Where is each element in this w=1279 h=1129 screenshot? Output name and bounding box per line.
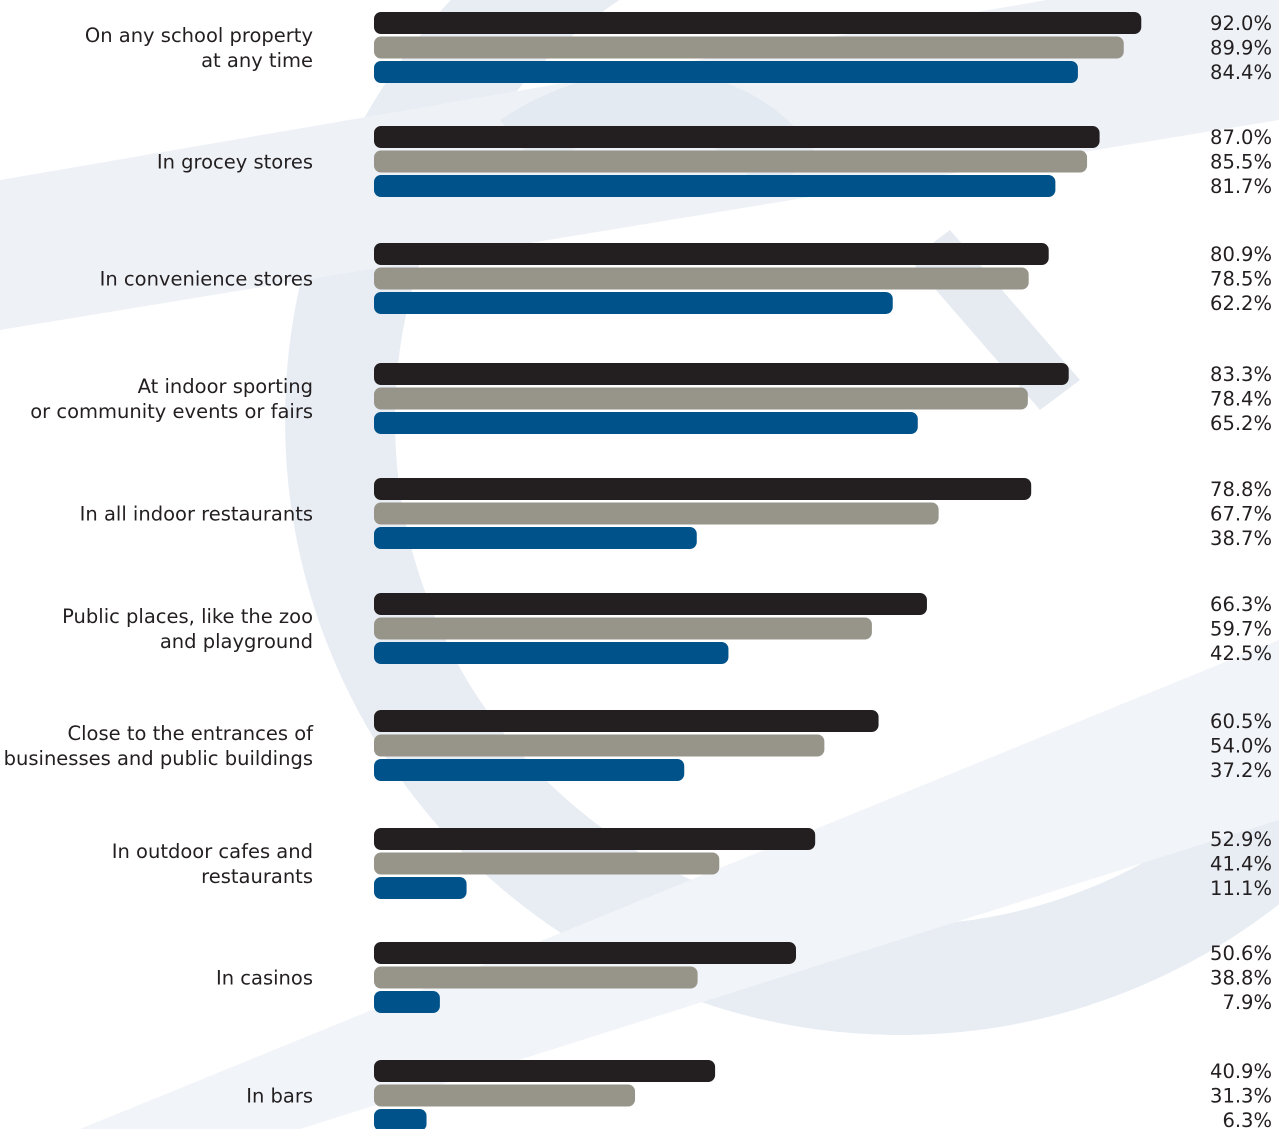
- bar-gray: [374, 734, 825, 757]
- bar-blue: [374, 292, 893, 314]
- bar-blue: [374, 527, 697, 549]
- bar-blue: [374, 991, 440, 1013]
- data-label: 81.7%: [1210, 175, 1272, 198]
- data-label: 66.3%: [1210, 593, 1272, 616]
- data-label: 92.0%: [1210, 12, 1272, 35]
- bar-gray: [374, 966, 698, 989]
- category-label: and playground: [160, 630, 313, 653]
- bar-gray: [374, 617, 872, 640]
- bar-blue: [374, 412, 918, 434]
- category-label: In convenience stores: [100, 268, 313, 291]
- data-label: 62.2%: [1210, 292, 1272, 315]
- data-label: 38.8%: [1210, 967, 1272, 990]
- data-label: 59.7%: [1210, 618, 1272, 641]
- data-label: 11.1%: [1210, 877, 1272, 900]
- bar-dark: [374, 363, 1069, 385]
- bar-blue: [374, 61, 1078, 83]
- bar-dark: [374, 243, 1049, 265]
- bar-blue: [374, 1109, 427, 1129]
- bar-dark: [374, 710, 879, 732]
- bar-blue: [374, 759, 685, 781]
- bar-blue: [374, 175, 1056, 197]
- bar-gray: [374, 502, 939, 525]
- bar-group: 52.9%41.4%11.1% In outdoor cafes andresta…: [112, 828, 1272, 900]
- data-label: 83.3%: [1210, 363, 1272, 386]
- data-label: 37.2%: [1210, 759, 1272, 782]
- category-label: businesses and public buildings: [4, 747, 313, 770]
- bar-dark: [374, 478, 1032, 500]
- data-label: 7.9%: [1222, 991, 1272, 1014]
- data-label: 60.5%: [1210, 710, 1272, 733]
- data-label: 78.8%: [1210, 478, 1272, 501]
- category-label: In outdoor cafes and: [112, 840, 313, 863]
- category-label: Public places, like the zoo: [62, 605, 313, 628]
- bar-group: 80.9%78.5%62.2% In convenience stores: [100, 243, 1272, 315]
- data-label: 50.6%: [1210, 942, 1272, 965]
- bar-dark: [374, 12, 1142, 34]
- data-label: 31.3%: [1210, 1085, 1272, 1108]
- category-label: Close to the entrances of: [68, 722, 315, 745]
- data-label: 65.2%: [1210, 412, 1272, 435]
- data-label: 54.0%: [1210, 735, 1272, 758]
- bar-dark: [374, 942, 797, 964]
- data-label: 42.5%: [1210, 642, 1272, 665]
- category-label: On any school property: [85, 24, 313, 47]
- bar-dark: [374, 828, 816, 850]
- bar-group: 87.0%85.5%81.7% In grocey stores: [157, 126, 1272, 198]
- category-label: at any time: [201, 49, 313, 72]
- data-label: 85.5%: [1210, 151, 1272, 174]
- bar-gray: [374, 1084, 636, 1107]
- category-label: In all indoor restaurants: [80, 503, 313, 526]
- bar-gray: [374, 150, 1088, 173]
- data-label: 89.9%: [1210, 37, 1272, 60]
- data-label: 78.4%: [1210, 388, 1272, 411]
- category-label: In grocey stores: [157, 151, 313, 174]
- data-label: 41.4%: [1210, 853, 1272, 876]
- category-label: At indoor sporting: [138, 375, 313, 398]
- category-label: In casinos: [216, 967, 313, 990]
- bar-blue: [374, 877, 467, 899]
- bar-group: 92.0%89.9%84.4% On any school propertyat …: [85, 12, 1272, 84]
- bar-dark: [374, 593, 927, 615]
- bar-gray: [374, 267, 1029, 290]
- bar-gray: [374, 36, 1124, 59]
- data-label: 6.3%: [1222, 1109, 1272, 1129]
- category-label: In bars: [246, 1085, 313, 1108]
- data-label: 87.0%: [1210, 126, 1272, 149]
- bar-gray: [374, 387, 1028, 410]
- bar-dark: [374, 1060, 716, 1082]
- data-label: 52.9%: [1210, 828, 1272, 851]
- data-label: 67.7%: [1210, 503, 1272, 526]
- bar-group: 78.8%67.7%38.7% In all indoor restaurants: [80, 478, 1272, 550]
- category-label: or community events or fairs: [30, 400, 313, 423]
- data-label: 38.7%: [1210, 527, 1272, 550]
- bar-group: 66.3%59.7%42.5% Public places, like the z…: [62, 593, 1272, 665]
- bar-group: 60.5%54.0%37.2% Close to the entrances of…: [4, 710, 1272, 782]
- data-label: 80.9%: [1210, 243, 1272, 266]
- bar-gray: [374, 852, 720, 875]
- bar-blue: [374, 642, 729, 664]
- category-label: restaurants: [201, 865, 313, 888]
- bar-group: 40.9%31.3%6.3% In bars: [246, 1060, 1272, 1129]
- data-label: 40.9%: [1210, 1060, 1272, 1083]
- data-label: 84.4%: [1210, 61, 1272, 84]
- bar-dark: [374, 126, 1100, 148]
- bar-group: 50.6%38.8%7.9% In casinos: [216, 942, 1272, 1014]
- data-label: 78.5%: [1210, 268, 1272, 291]
